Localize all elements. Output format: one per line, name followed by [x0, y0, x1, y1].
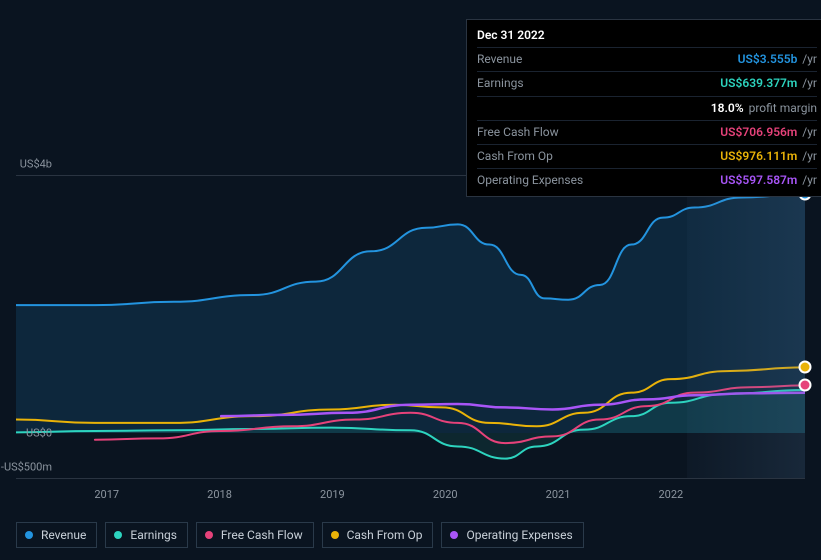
y-axis-tick: US$4b: [20, 157, 52, 170]
tooltip-row-label: Cash From Op: [477, 147, 553, 166]
x-axis-tick: 2017: [94, 488, 119, 501]
tooltip-date: Dec 31 2022: [477, 26, 817, 45]
legend-dot-icon: [450, 531, 458, 539]
x-axis-tick: 2019: [320, 488, 345, 501]
tooltip-row: Earnings US$639.377m /yr: [477, 71, 817, 95]
tooltip-row-label: Operating Expenses: [477, 171, 583, 190]
tooltip-row-value: US$976.111m /yr: [720, 147, 817, 166]
legend-item-earnings[interactable]: Earnings: [105, 522, 188, 548]
end-marker-cfo: [799, 361, 812, 374]
tooltip-row-label: Earnings: [477, 74, 524, 93]
x-axis-tick: 2020: [433, 488, 458, 501]
chart-tooltip: Dec 31 2022 Revenue US$3.555b /yr Earnings…: [466, 19, 821, 197]
tooltip-row: Free Cash Flow US$706.956m /yr: [477, 120, 817, 144]
legend-label: Revenue: [41, 528, 86, 542]
tooltip-row-label: Free Cash Flow: [477, 123, 559, 142]
x-axis-tick: 2022: [658, 488, 683, 501]
tooltip-row: Revenue US$3.555b /yr: [477, 47, 817, 71]
legend-label: Earnings: [130, 528, 177, 542]
legend-dot-icon: [114, 531, 122, 539]
tooltip-row: Cash From Op US$976.111m /yr: [477, 144, 817, 168]
future-plotband: [687, 175, 805, 478]
legend-dot-icon: [331, 531, 339, 539]
tooltip-row-value: US$639.377m /yr: [720, 74, 817, 93]
tooltip-row-label: Revenue: [477, 50, 522, 69]
tooltip-row: Operating Expenses US$597.587m /yr: [477, 168, 817, 192]
chart-area[interactable]: [16, 175, 805, 478]
legend-item-operating-expenses[interactable]: Operating Expenses: [441, 522, 583, 548]
tooltip-row: 18.0% profit margin: [477, 96, 817, 120]
legend-label: Operating Expenses: [466, 528, 572, 542]
tooltip-row-value: 18.0% profit margin: [711, 99, 817, 118]
legend: Revenue Earnings Free Cash Flow Cash From O…: [16, 522, 805, 548]
legend-label: Free Cash Flow: [221, 528, 303, 542]
tooltip-row-value: US$597.587m /yr: [720, 171, 817, 190]
x-axis-tick: 2018: [207, 488, 232, 501]
x-axis-tick: 2021: [546, 488, 571, 501]
end-marker-fcf: [799, 379, 812, 392]
legend-item-free-cash-flow[interactable]: Free Cash Flow: [196, 522, 314, 548]
legend-item-cash-from-op[interactable]: Cash From Op: [322, 522, 434, 548]
legend-label: Cash From Op: [347, 528, 423, 542]
tooltip-row-value: US$706.956m /yr: [720, 123, 817, 142]
legend-dot-icon: [25, 531, 33, 539]
legend-dot-icon: [205, 531, 213, 539]
financial-chart-panel: { "chart": { "type": "line-area", "backg…: [0, 0, 821, 560]
y-axis-tick: US$0: [26, 427, 52, 440]
tooltip-row-value: US$3.555b /yr: [738, 50, 817, 69]
axis-line: [16, 478, 805, 479]
legend-item-revenue[interactable]: Revenue: [16, 522, 97, 548]
y-axis-tick: -US$500m: [1, 460, 52, 473]
tooltip-rows: Revenue US$3.555b /yr Earnings US$639.377m …: [477, 47, 817, 192]
